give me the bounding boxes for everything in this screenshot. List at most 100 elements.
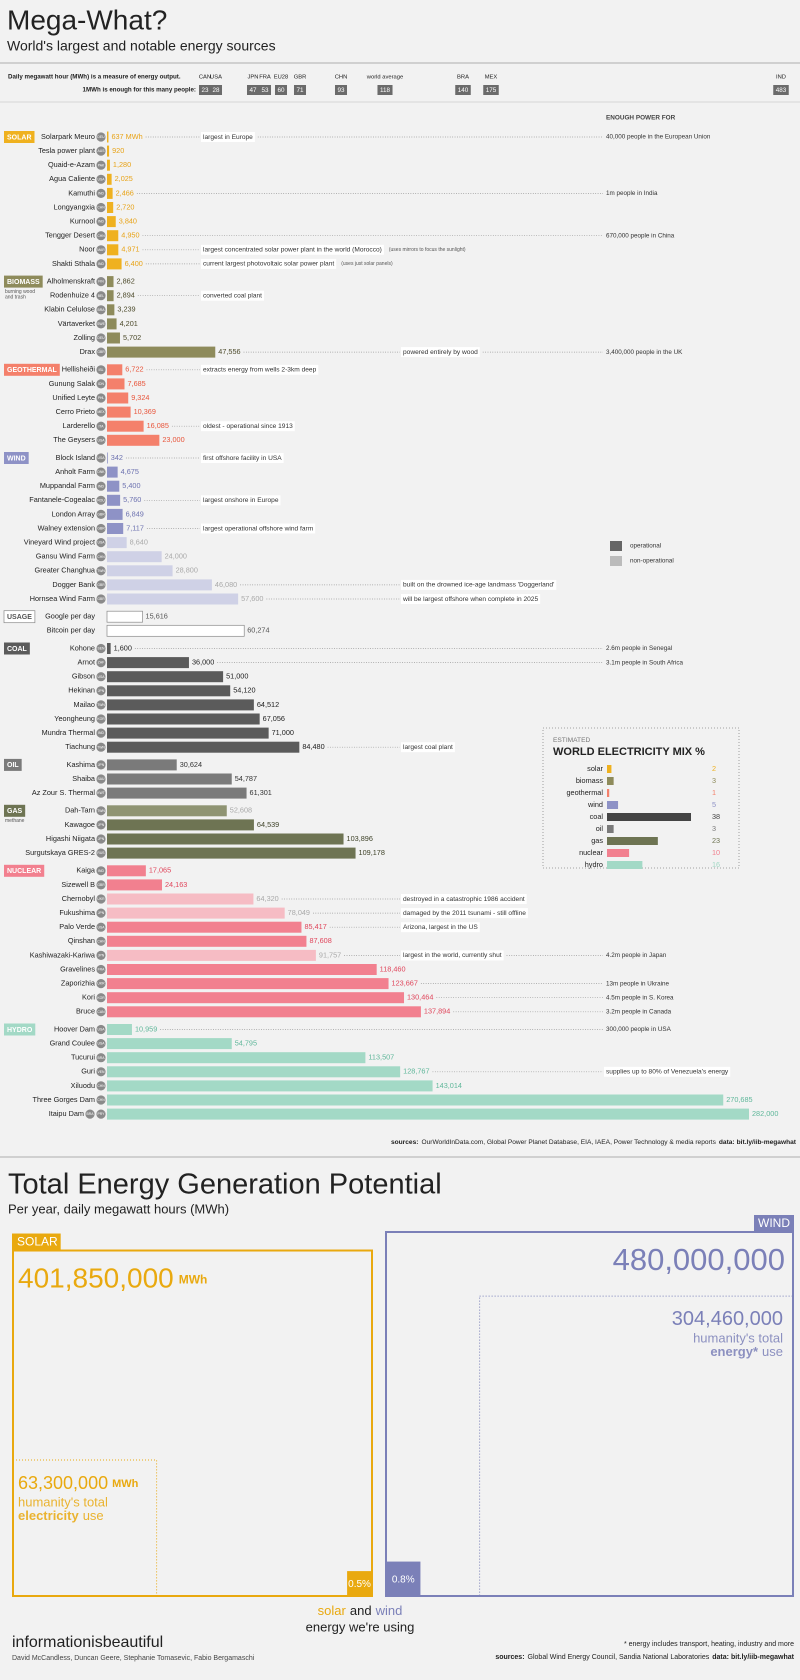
bar: [107, 935, 307, 947]
country-badge: [96, 495, 106, 505]
source-name: Arnot: [78, 658, 95, 667]
country-badge: [96, 174, 106, 184]
bar: [107, 759, 177, 771]
chart-sources-part: sources:: [391, 1139, 419, 1146]
bar: [107, 713, 260, 725]
bar: [107, 787, 247, 799]
country-code: EU28: [274, 75, 289, 81]
country-badge: [96, 1095, 106, 1105]
value-label: 3,840: [119, 217, 137, 226]
bar: [107, 244, 119, 256]
country-badge: [96, 908, 106, 918]
annotation-bg: [201, 290, 265, 301]
mix-label: nuclear: [579, 848, 604, 857]
enough-power: 2.6m people in Senegal: [606, 645, 672, 652]
mix-bar: [607, 849, 630, 857]
potential-tab: [12, 1233, 61, 1251]
people-value: 53: [261, 87, 269, 94]
used-share: [386, 1561, 421, 1596]
value-label: 36,000: [192, 658, 214, 667]
potential-box: [385, 1231, 794, 1597]
country-badge: [96, 333, 106, 343]
country-code: CHN: [97, 939, 105, 943]
mix-value: 10: [712, 848, 720, 857]
annotation-bg: [201, 453, 284, 463]
bar: [107, 907, 285, 919]
country-badge: [96, 580, 106, 590]
country-badge: [96, 347, 106, 357]
source-name: Hellisheiði: [62, 365, 96, 374]
mix-label: hydro: [585, 860, 603, 869]
footer-sources-part: sources:: [495, 1654, 524, 1661]
country-code: DNK: [97, 470, 105, 474]
value-label: 24,000: [165, 552, 187, 561]
mix-bar: [607, 825, 614, 833]
source-name: Shaiba: [72, 774, 96, 783]
legend-label: operational: [630, 543, 661, 550]
bar: [107, 893, 254, 905]
country-code: CAN: [97, 1010, 105, 1014]
bar: [107, 1052, 366, 1064]
bar: [107, 452, 108, 464]
enough-power: 3,400,000 people in the UK: [606, 349, 683, 356]
source-name: Kamuthi: [68, 188, 95, 197]
annotation-bg: [401, 922, 480, 933]
mix-value: 2: [712, 764, 716, 773]
bar: [107, 1038, 232, 1050]
people-box: [455, 85, 471, 95]
country-badge: [96, 866, 106, 876]
country-code: FRA: [259, 75, 271, 81]
group-tag: [4, 131, 35, 143]
value-label: 9,324: [131, 393, 149, 402]
value-label: 1,600: [114, 643, 132, 652]
mix-bar: [607, 801, 619, 809]
country-code: IND: [98, 220, 104, 224]
bar: [107, 819, 254, 831]
country-badge: [96, 774, 106, 784]
source-name: Kurnool: [70, 217, 96, 226]
mix-label: gas: [591, 836, 603, 845]
annotation-bg: [401, 908, 528, 919]
annotation-bg: [604, 1066, 731, 1077]
country-badge: [96, 658, 106, 668]
potential-value-part: 401,850,000: [18, 1263, 174, 1294]
value-label: 52,608: [230, 806, 252, 815]
people-box: [483, 85, 499, 95]
used-value-part: 63,300,000: [18, 1473, 108, 1493]
mix-bar: [607, 789, 610, 797]
country-badge: [96, 365, 106, 375]
source-name: Tesla power plant: [38, 146, 95, 155]
bar: [107, 1094, 724, 1106]
bar: [107, 290, 114, 302]
mix-bar: [607, 777, 614, 785]
used-text-part: use: [762, 1345, 783, 1360]
bar: [107, 173, 112, 185]
country-badge: [96, 146, 106, 156]
country-badge: [96, 538, 106, 548]
source-name: Quaid-e-Azam: [48, 160, 95, 169]
people-box: [209, 85, 223, 95]
country-badge: [96, 393, 106, 403]
country-badge: [96, 922, 106, 932]
country-code: CAN: [199, 75, 211, 81]
chart-sources-part: data:: [719, 1139, 735, 1146]
potential-tab: [754, 1215, 794, 1232]
source-name: Kaiga: [76, 866, 96, 875]
chart-sources: sources: OurWorldInData.com, Global Power…: [391, 1139, 797, 1146]
bar: [107, 657, 189, 669]
source-name: Solarpark Meuro: [41, 132, 95, 141]
bar: [107, 131, 109, 143]
annotation-bg: [201, 258, 337, 269]
country-badge: [96, 820, 106, 830]
country-badge: [96, 964, 106, 975]
footer-sources-part: data:: [712, 1654, 729, 1661]
bar: [107, 992, 405, 1004]
bar: [107, 318, 117, 330]
people-value: 140: [458, 87, 469, 94]
country-code: IND: [98, 191, 104, 195]
annotation-note: (uses just solar panels): [341, 261, 393, 267]
country-code: MEX: [485, 75, 498, 81]
source-name: Bitcoin per day: [47, 626, 96, 635]
people-box: [274, 85, 288, 95]
source-name: Vineyard Wind project: [24, 538, 95, 547]
